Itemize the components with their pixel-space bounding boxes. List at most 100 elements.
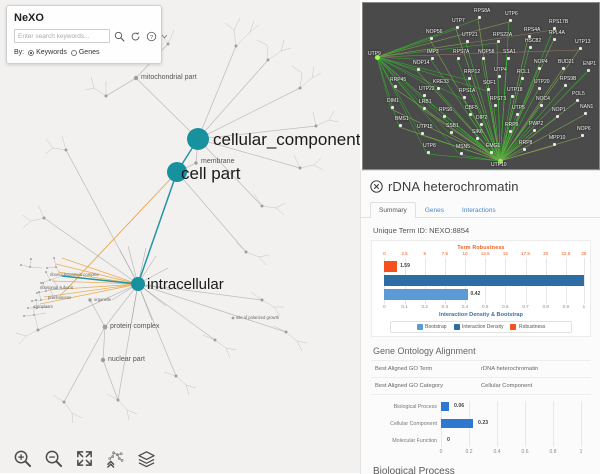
gene-node[interactable] (391, 106, 394, 109)
legend-label: Bootstrap (425, 324, 447, 330)
gene-interaction-network[interactable]: RPS8A UTP6 UTP7 RPS17B NOP56 UTP21 RPS22… (362, 2, 600, 170)
zoom-out-icon[interactable] (43, 448, 63, 468)
gene-node[interactable] (443, 115, 446, 118)
category-label: Molecular Function (392, 438, 437, 444)
search-icon[interactable] (113, 30, 126, 43)
close-icon[interactable] (370, 180, 383, 193)
gene-node[interactable] (497, 40, 500, 43)
gene-node[interactable] (507, 57, 510, 60)
axis-tick: 0.1 (401, 304, 408, 309)
gene-node[interactable] (528, 35, 531, 38)
network-hub-node-utp9[interactable] (375, 55, 380, 60)
gene-node[interactable] (540, 104, 543, 107)
gene-node[interactable] (523, 148, 526, 151)
gene-node[interactable] (423, 94, 426, 97)
gene-node[interactable] (460, 152, 463, 155)
gene-node[interactable] (487, 88, 490, 91)
gene-node[interactable] (511, 95, 514, 98)
gene-node[interactable] (394, 85, 397, 88)
gene-node[interactable] (516, 113, 519, 116)
gene-node[interactable] (478, 16, 481, 19)
axis-tick: 10 (462, 251, 468, 256)
bar-robustness[interactable] (384, 261, 398, 272)
gene-node[interactable] (476, 137, 479, 140)
gene-node[interactable] (553, 143, 556, 146)
gene-node[interactable] (521, 77, 524, 80)
gene-node[interactable] (581, 134, 584, 137)
gene-node[interactable] (430, 37, 433, 40)
go-category-chart: Biological Process Cellular Component Mo… (371, 401, 591, 463)
tab-interactions[interactable]: Interactions (461, 207, 496, 214)
collapse-tree-icon[interactable] (105, 448, 125, 468)
gene-node[interactable] (584, 112, 587, 115)
tab-genes[interactable]: Genes (424, 207, 444, 214)
gene-node[interactable] (556, 115, 559, 118)
axis-tick: 0.4 (461, 304, 469, 309)
gene-node[interactable] (463, 96, 466, 99)
gene-node[interactable] (468, 77, 471, 80)
gene-node[interactable] (421, 132, 424, 135)
gene-node[interactable] (490, 151, 493, 154)
legend-label: Interaction Density (462, 324, 504, 330)
gene-node[interactable] (423, 107, 426, 110)
gene-node[interactable] (427, 151, 430, 154)
gene-node[interactable] (469, 113, 472, 116)
gene-node[interactable] (562, 67, 565, 70)
axis-tick: 0 (439, 449, 443, 455)
gene-node[interactable] (450, 131, 453, 134)
legend-item-interaction-density[interactable]: Interaction Density (453, 324, 504, 330)
gene-node[interactable] (587, 69, 590, 72)
zoom-in-icon[interactable] (12, 448, 32, 468)
tree-node-cellular-component[interactable] (187, 128, 209, 150)
gene-node[interactable] (533, 129, 536, 132)
gene-node[interactable] (529, 46, 532, 49)
gene-node[interactable] (553, 38, 556, 41)
gene-node[interactable] (457, 57, 460, 60)
chart-plot-area: 1.59 0.42 (376, 258, 586, 304)
gene-node[interactable] (437, 87, 440, 90)
bar-cellular-component[interactable] (441, 419, 474, 428)
help-icon[interactable]: ? (145, 30, 158, 43)
gene-node[interactable] (553, 27, 556, 30)
gene-node[interactable] (494, 104, 497, 107)
gene-node[interactable] (564, 84, 567, 87)
gene-node[interactable] (456, 26, 459, 29)
gene-node[interactable] (399, 124, 402, 127)
gene-node[interactable] (417, 68, 420, 71)
gene-node[interactable] (576, 99, 579, 102)
gene-node[interactable] (538, 87, 541, 90)
gene-node[interactable] (431, 57, 434, 60)
bar-interaction-density[interactable] (384, 275, 584, 286)
radio-genes[interactable]: Genes (70, 49, 99, 56)
tree-node-cell-part[interactable] (167, 162, 187, 182)
gene-node[interactable] (509, 130, 512, 133)
ontology-tree-view[interactable]: cellular_component cell part intracellul… (0, 0, 360, 473)
legend-item-robustness[interactable]: Robustness (510, 324, 545, 330)
bar-bootstrap[interactable] (384, 289, 469, 300)
tree-node-intracellular[interactable] (131, 277, 145, 291)
refresh-icon[interactable] (129, 30, 142, 43)
axis-tick: 0.2 (421, 304, 428, 309)
legend-item-bootstrap[interactable]: Bootstrap (416, 324, 447, 330)
gene-node[interactable] (482, 57, 485, 60)
gene-node[interactable] (538, 67, 541, 70)
legend-label: Robustness (518, 324, 546, 330)
fit-screen-icon[interactable] (74, 448, 94, 468)
axis-tick: 0.3 (441, 304, 449, 309)
axis-tick: 22.5 (561, 251, 571, 256)
network-hub-node-utp10[interactable] (498, 159, 503, 164)
gene-node[interactable] (579, 47, 582, 50)
radio-keywords[interactable]: Keywords (28, 49, 67, 56)
bar-biological-process[interactable] (441, 402, 450, 411)
search-input[interactable] (14, 29, 110, 43)
table-row: Best Aligned GO Category Cellular Compon… (371, 378, 591, 395)
gene-node[interactable] (466, 40, 469, 43)
tab-summary[interactable]: Summary (370, 202, 416, 218)
layers-icon[interactable] (136, 448, 156, 468)
go-alignment-title: Gene Ontology Alignment (373, 346, 476, 356)
chevron-down-icon[interactable] (161, 30, 168, 43)
robustness-chart: Term Robustness 0 2.5 5 7.5 10 12.5 15 1… (371, 240, 591, 337)
gene-node[interactable] (498, 75, 501, 78)
gene-node[interactable] (480, 123, 483, 126)
gene-node[interactable] (509, 19, 512, 22)
